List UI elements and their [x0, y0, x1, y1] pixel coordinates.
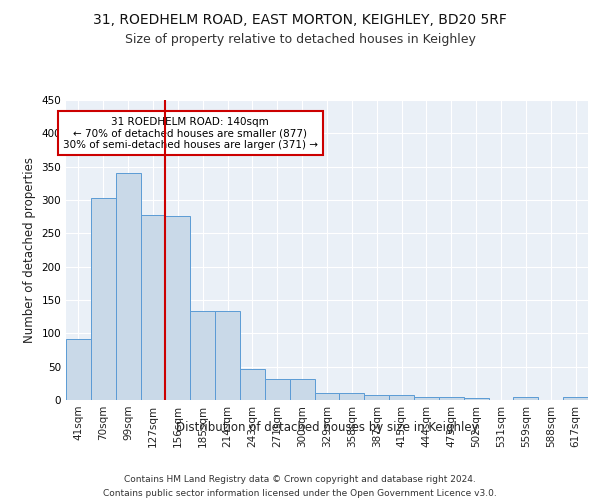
- Bar: [290, 378, 314, 400]
- Bar: [265, 378, 290, 400]
- Text: 31 ROEDHELM ROAD: 140sqm
← 70% of detached houses are smaller (877)
30% of semi-: 31 ROEDHELM ROAD: 140sqm ← 70% of detach…: [63, 116, 318, 150]
- Text: 31, ROEDHELM ROAD, EAST MORTON, KEIGHLEY, BD20 5RF: 31, ROEDHELM ROAD, EAST MORTON, KEIGHLEY…: [93, 12, 507, 26]
- Bar: [215, 312, 240, 400]
- Bar: [464, 398, 488, 400]
- Bar: [563, 398, 588, 400]
- Bar: [514, 398, 538, 400]
- Bar: [414, 398, 439, 400]
- Bar: [91, 198, 116, 400]
- Bar: [140, 216, 166, 400]
- Y-axis label: Number of detached properties: Number of detached properties: [23, 157, 36, 343]
- Bar: [190, 312, 215, 400]
- Bar: [314, 394, 340, 400]
- Bar: [364, 394, 389, 400]
- Text: Distribution of detached houses by size in Keighley: Distribution of detached houses by size …: [176, 421, 478, 434]
- Bar: [389, 394, 414, 400]
- Bar: [116, 174, 140, 400]
- Bar: [439, 398, 464, 400]
- Bar: [66, 338, 91, 400]
- Text: Size of property relative to detached houses in Keighley: Size of property relative to detached ho…: [125, 32, 475, 46]
- Text: Contains HM Land Registry data © Crown copyright and database right 2024.
Contai: Contains HM Land Registry data © Crown c…: [103, 476, 497, 498]
- Bar: [340, 394, 364, 400]
- Bar: [240, 368, 265, 400]
- Bar: [166, 216, 190, 400]
